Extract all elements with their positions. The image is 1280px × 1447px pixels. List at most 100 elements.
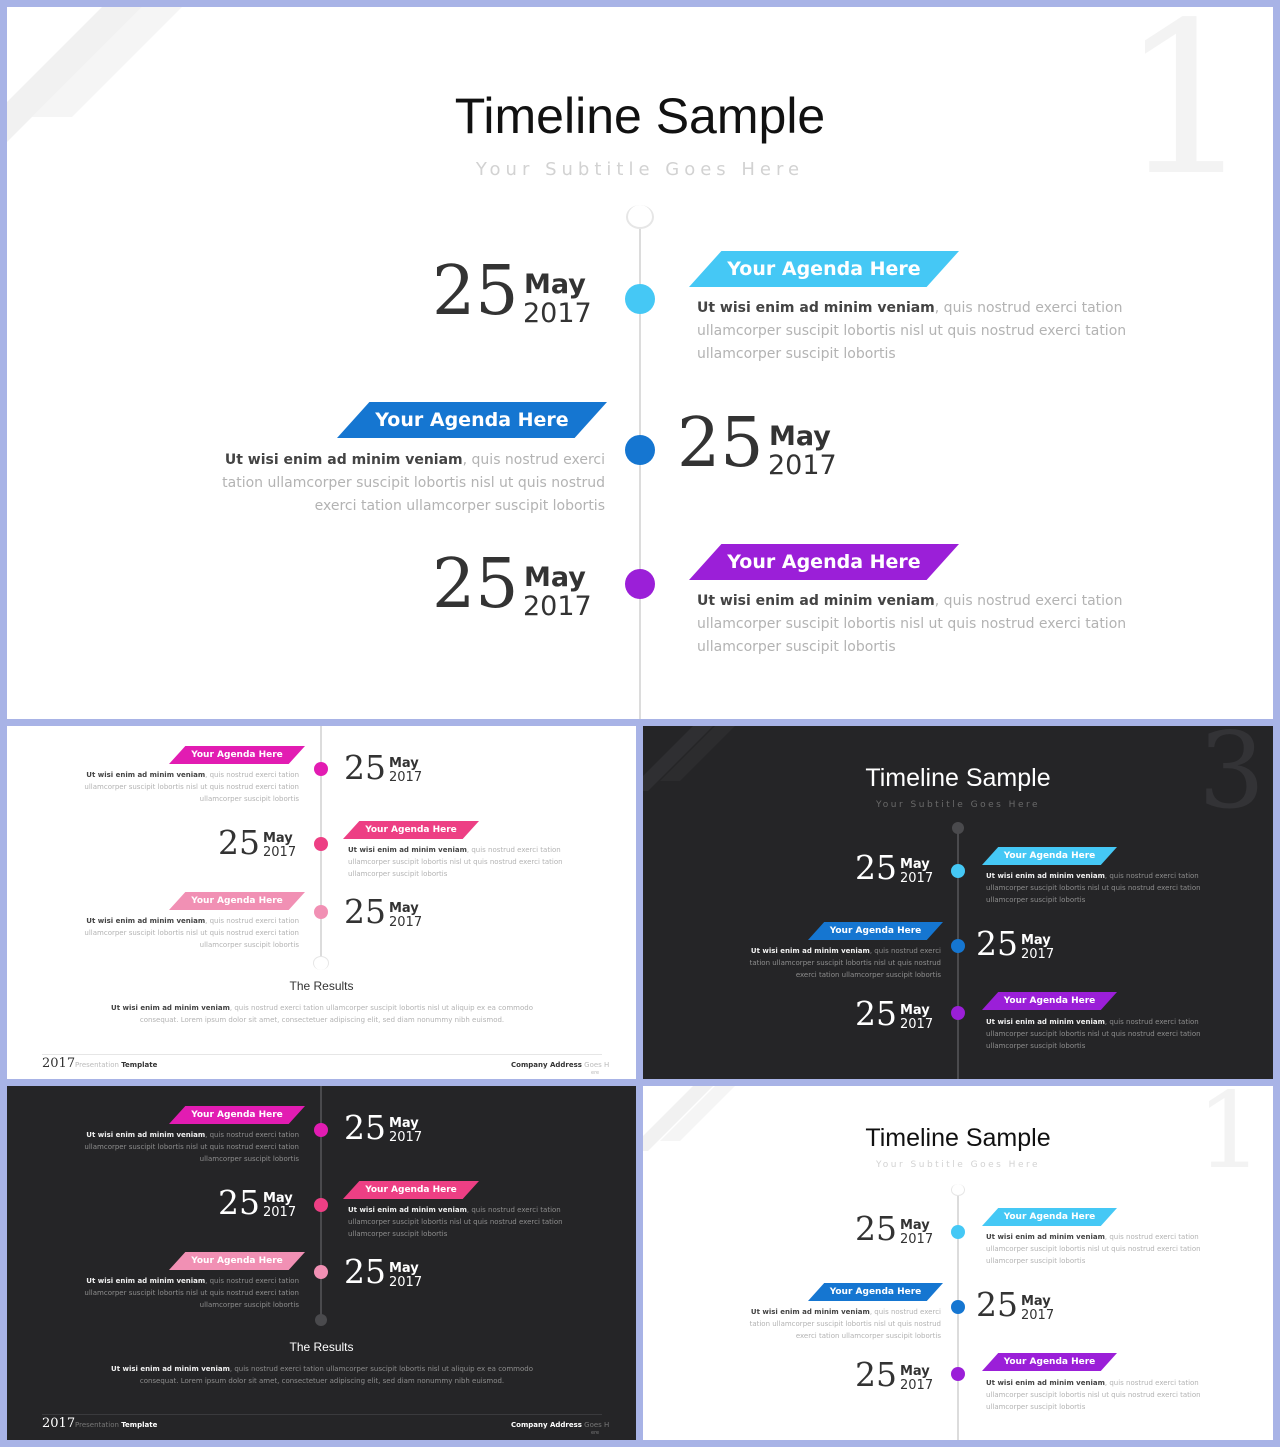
agenda-banner: Your Agenda Here [337, 402, 607, 438]
agenda-description: Ut wisi enim ad minim veniam, quis nostr… [84, 1131, 299, 1163]
agenda-banner: Your Agenda Here [689, 251, 959, 287]
footer-rule [42, 1414, 602, 1415]
date-day: 25 [344, 748, 386, 787]
date-year: 2017 [263, 1205, 297, 1220]
timeline-dot [951, 1225, 965, 1239]
timeline-dot [314, 905, 328, 919]
date-month: May [389, 1116, 419, 1131]
agenda-description: Ut wisi enim ad minim veniam, quis nostr… [697, 593, 1127, 655]
date-year: 2017 [1021, 947, 1055, 962]
date-month: May [769, 421, 831, 452]
results-text: Ut wisi enim ad minim veniam, quis nostr… [111, 1365, 533, 1385]
agenda-description: Ut wisi enim ad minim veniam, quis nostr… [749, 1308, 941, 1340]
date-month: May [900, 857, 930, 872]
agenda-banner: Your Agenda Here [169, 1252, 305, 1270]
date-month: May [389, 1261, 419, 1276]
footer-company: Company Address Goes H [511, 1421, 610, 1429]
date-month: May [1021, 1294, 1051, 1309]
date-year: 2017 [900, 1232, 934, 1247]
date-year: 2017 [900, 1017, 934, 1032]
timeline-dot [314, 1265, 328, 1279]
slide-subtitle: Your Subtitle Goes Here [875, 1160, 1041, 1170]
timeline-dot [314, 1198, 328, 1212]
slide-number-watermark: 1 [1119, 7, 1253, 222]
date-year: 2017 [389, 1130, 423, 1145]
footer-tail: ere [591, 1430, 600, 1436]
timeline-dot [951, 1300, 965, 1314]
timeline-end-cap [315, 1314, 327, 1326]
date-day: 25 [855, 848, 897, 887]
agenda-banner: Your Agenda Here [982, 847, 1117, 865]
date-year: 2017 [1021, 1308, 1055, 1323]
timeline-dot [314, 1123, 328, 1137]
agenda-banner: Your Agenda Here [982, 1353, 1117, 1371]
slide-number-watermark: 1 [1196, 1086, 1263, 1192]
slide-number-watermark: 3 [1198, 726, 1265, 832]
date-month: May [524, 269, 586, 300]
agenda-description: Ut wisi enim ad minim veniam, quis nostr… [986, 1379, 1201, 1411]
footer-year: 2017 [42, 1056, 76, 1071]
timeline-axis [957, 1190, 959, 1440]
agenda-banner: Your Agenda Here [689, 544, 959, 580]
timeline-dot [625, 435, 655, 465]
slide-title: Timeline Sample [865, 764, 1051, 792]
agenda-banner: Your Agenda Here [982, 992, 1117, 1010]
agenda-banner: Your Agenda Here [169, 892, 305, 910]
timeline-start-cap [952, 822, 964, 834]
agenda-banner: Your Agenda Here [343, 821, 479, 839]
slide-subtitle: Your Subtitle Goes Here [475, 159, 805, 180]
date-month: May [900, 1218, 930, 1233]
date-month: May [524, 562, 586, 593]
date-year: 2017 [768, 450, 837, 481]
date-year: 2017 [900, 1378, 934, 1393]
date-day: 25 [976, 924, 1018, 963]
timeline-dot [951, 864, 965, 878]
results-text: Ut wisi enim ad minim veniam, quis nostr… [111, 1004, 533, 1024]
date-day: 25 [432, 545, 519, 624]
timeline-end-cap [313, 956, 329, 970]
agenda-description: Ut wisi enim ad minim veniam, quis nostr… [986, 1018, 1201, 1050]
timeline-start-cap [626, 205, 654, 229]
footer-presentation: Presentation Template [75, 1061, 158, 1069]
timeline-dot [625, 569, 655, 599]
slide-3: 3 Timeline Sample Your Subtitle Goes Her… [643, 726, 1273, 1079]
date-year: 2017 [263, 845, 297, 860]
date-month: May [263, 831, 293, 846]
agenda-description: Ut wisi enim ad minim veniam, quis nostr… [84, 1277, 299, 1309]
slide-2: Your Agenda Here Ut wisi enim ad minim v… [7, 726, 636, 1079]
date-day: 25 [855, 1209, 897, 1248]
timeline-dot [951, 1006, 965, 1020]
date-year: 2017 [389, 770, 423, 785]
slide-1: 1 Timeline Sample Your Subtitle Goes Her… [7, 7, 1273, 719]
date-year: 2017 [900, 871, 934, 886]
footer-rule [42, 1054, 602, 1055]
date-year: 2017 [389, 1275, 423, 1290]
slide-title: Timeline Sample [865, 1124, 1051, 1152]
agenda-description: Ut wisi enim ad minim veniam, quis nostr… [348, 1206, 563, 1238]
timeline-dot [314, 762, 328, 776]
date-month: May [389, 901, 419, 916]
footer-year: 2017 [42, 1416, 76, 1431]
date-month: May [900, 1003, 930, 1018]
agenda-banner: Your Agenda Here [808, 922, 943, 940]
date-day: 25 [432, 252, 519, 331]
results-title: The Results [289, 1340, 354, 1354]
timeline-dot [951, 939, 965, 953]
agenda-banner: Your Agenda Here [982, 1208, 1117, 1226]
date-day: 25 [344, 892, 386, 931]
date-month: May [263, 1191, 293, 1206]
date-day: 25 [344, 1252, 386, 1291]
agenda-description: Ut wisi enim ad minim veniam, quis nostr… [986, 872, 1201, 904]
date-month: May [389, 756, 419, 771]
date-day: 25 [344, 1108, 386, 1147]
slide-4: Your Agenda Here Ut wisi enim ad minim v… [7, 1086, 636, 1440]
date-day: 25 [218, 823, 260, 862]
date-year: 2017 [523, 591, 592, 622]
date-day: 25 [855, 994, 897, 1033]
results-title: The Results [289, 979, 354, 993]
agenda-banner: Your Agenda Here [808, 1283, 943, 1301]
footer-presentation: Presentation Template [75, 1421, 158, 1429]
agenda-description: Ut wisi enim ad minim veniam, quis nostr… [84, 771, 299, 803]
date-year: 2017 [389, 915, 423, 930]
date-year: 2017 [523, 298, 592, 329]
